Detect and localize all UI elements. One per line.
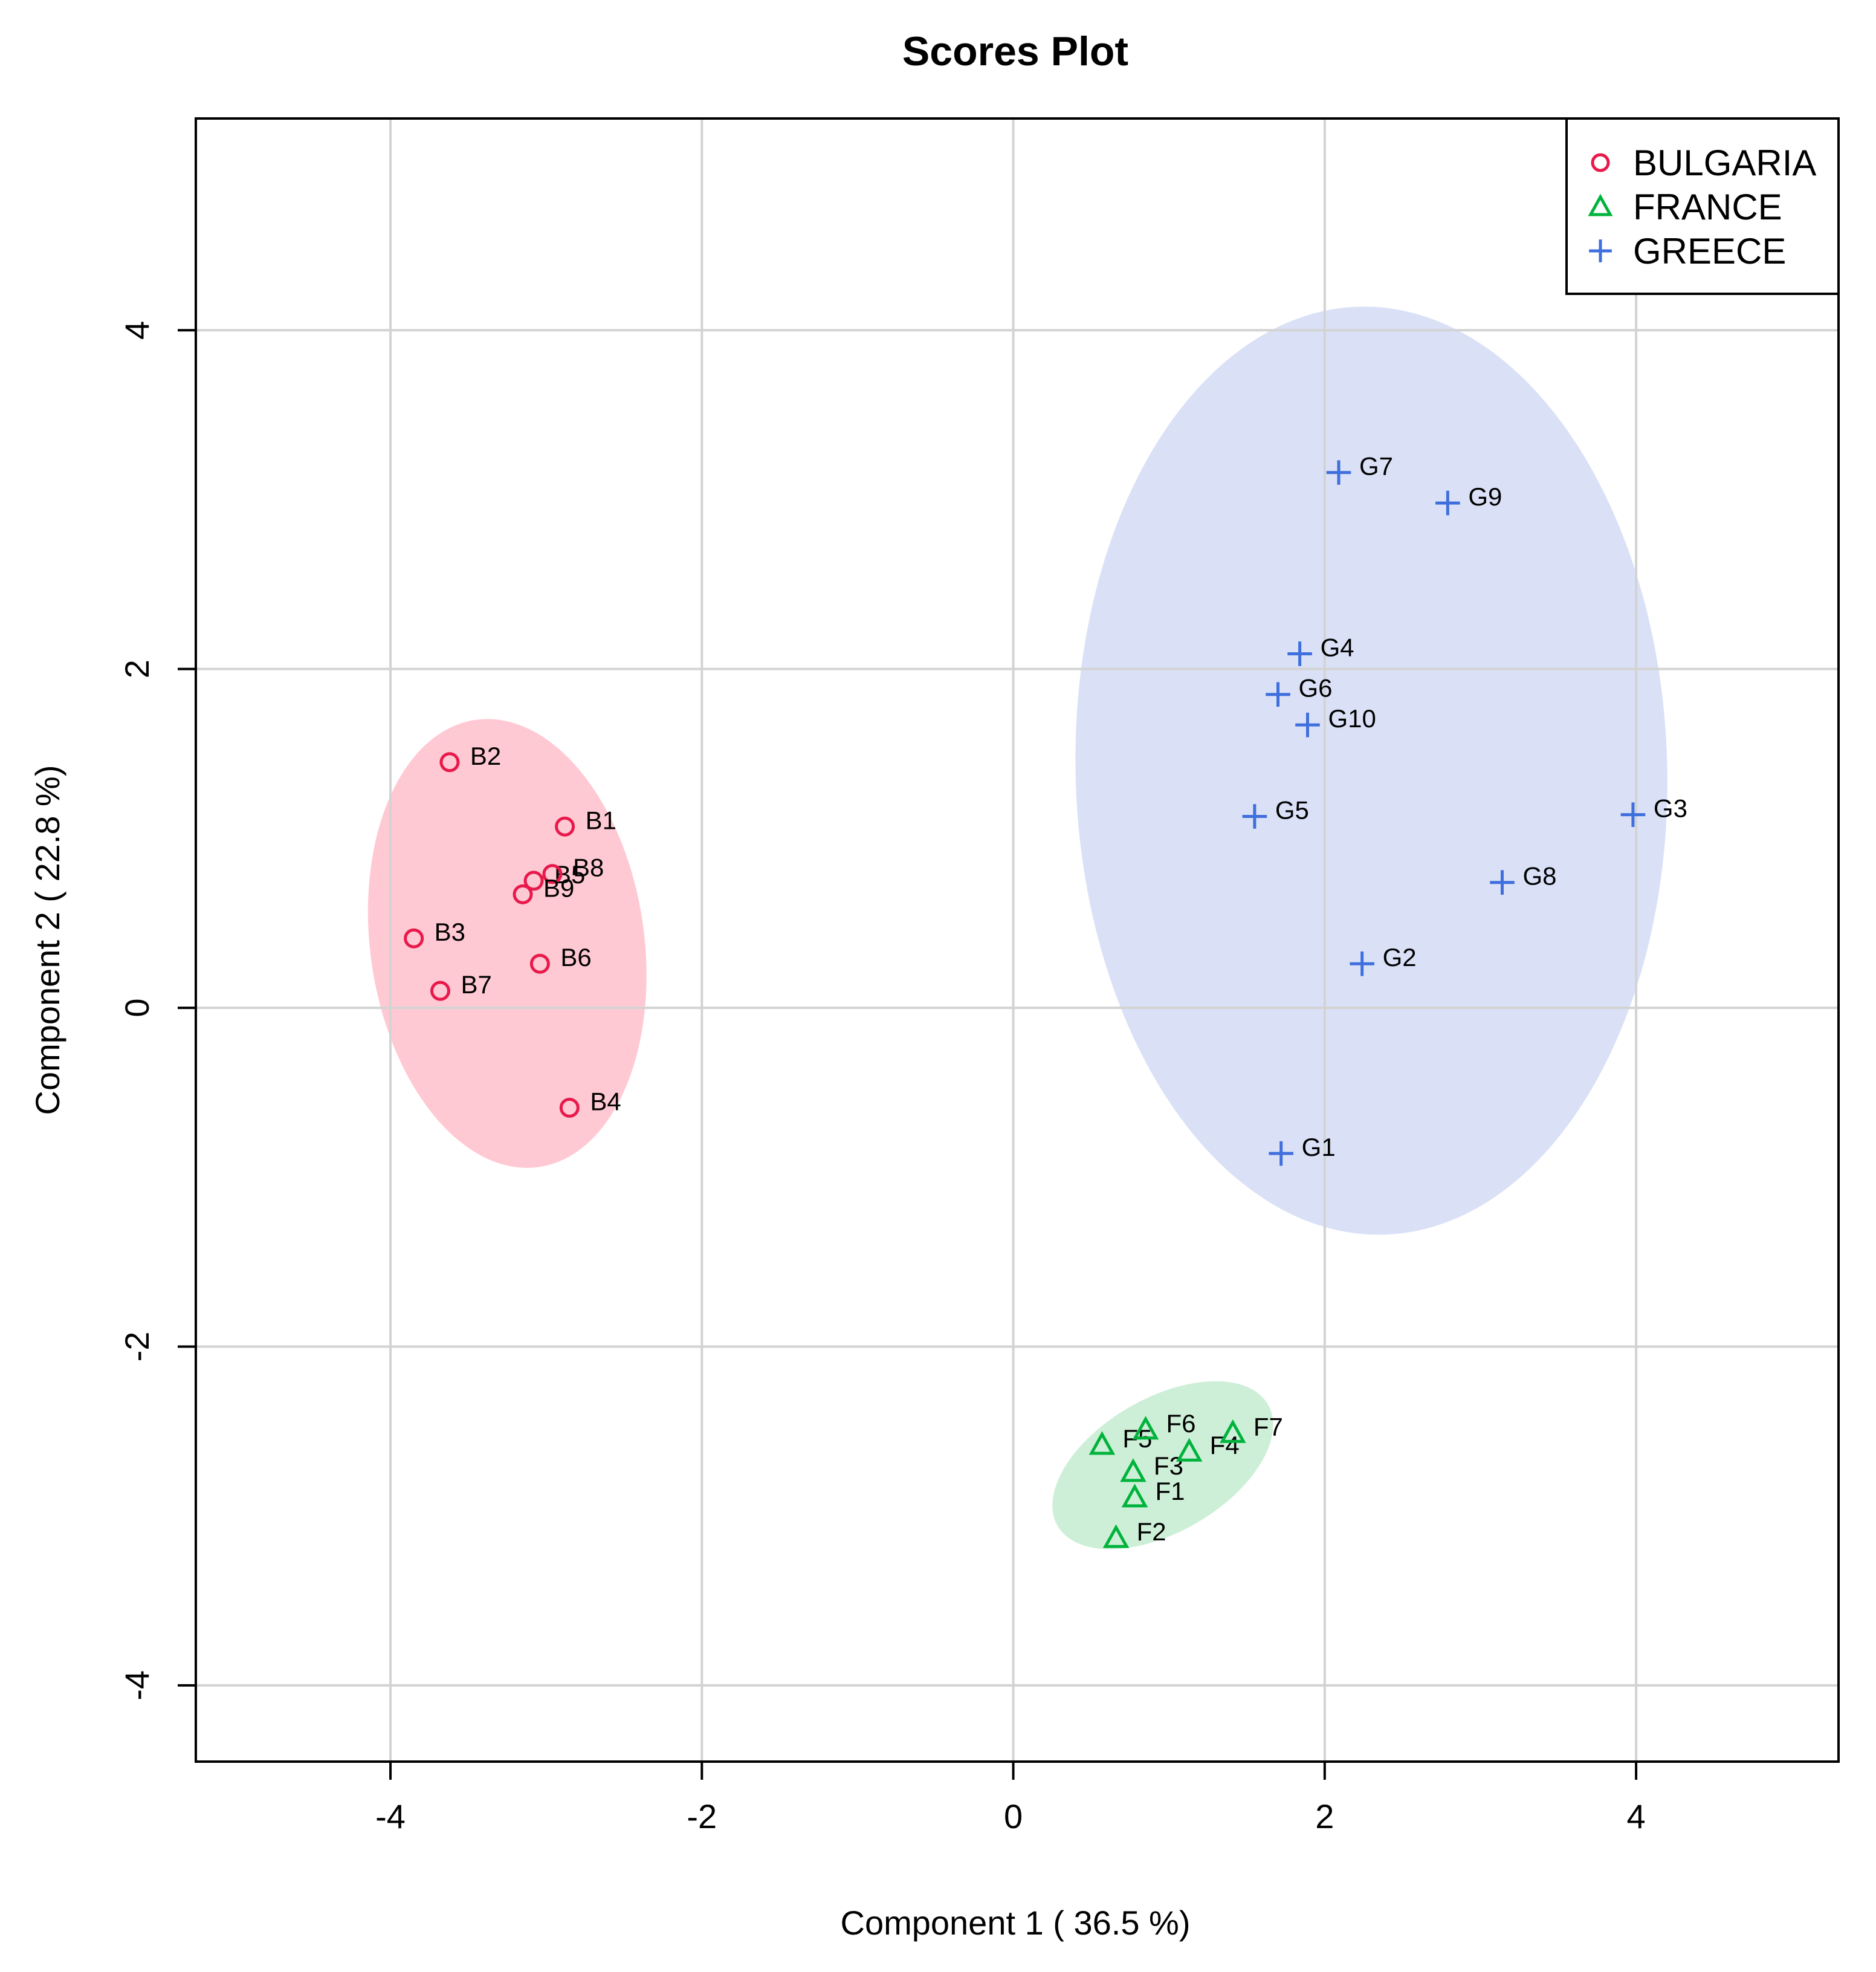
point-label-b6: B6 [560,943,591,971]
point-label-f7: F7 [1253,1412,1283,1441]
legend-marker-greece [1589,239,1612,262]
legend-marker-france [1588,193,1613,216]
y-axis: -4 -2 0 2 4 [118,321,196,1701]
point-label-g9: G9 [1468,482,1502,511]
point-f7 [1220,1419,1246,1443]
legend-label-greece: GREECE [1633,231,1786,271]
ellipse-france [1052,1381,1273,1549]
point-label-b1: B1 [586,806,616,834]
point-f5 [1088,1431,1116,1455]
point-f6 [1132,1416,1159,1440]
point-g5 [1242,804,1267,829]
point-g1 [1269,1141,1293,1166]
point-label-b2: B2 [470,742,501,770]
x-axis: -4 -2 0 2 4 [375,1762,1646,1835]
y-tick-label--4: -4 [118,1670,156,1701]
point-label-f2: F2 [1137,1517,1166,1546]
point-b5 [523,871,544,891]
legend-marker-bulgaria [1591,153,1610,172]
point-f2 [1102,1524,1130,1548]
point-g10 [1295,712,1320,738]
point-label-b9: B9 [543,874,574,902]
ellipses-layer [367,307,1667,1549]
x-axis-title: Component 1 ( 36.5 %) [841,1904,1191,1942]
x-tick-label-0: 0 [1004,1797,1023,1835]
point-label-f6: F6 [1166,1409,1196,1438]
point-b9 [513,884,533,904]
point-f4 [1176,1438,1203,1462]
y-axis-title: Component 2 ( 22.8 %) [28,765,66,1115]
point-label-g1: G1 [1302,1133,1336,1161]
point-label-g5: G5 [1275,796,1309,824]
ellipse-greece [1075,307,1667,1235]
legend-label-france: FRANCE [1633,187,1782,227]
point-b3 [404,928,424,949]
x-tick-label-2: 2 [1315,1797,1334,1835]
point-label-g8: G8 [1523,862,1557,890]
point-label-g10: G10 [1328,704,1376,733]
point-g6 [1266,682,1290,707]
x-tick-label-4: 4 [1627,1797,1646,1835]
point-b2 [439,752,460,773]
point-label-f3: F3 [1154,1451,1183,1480]
point-b4 [559,1097,580,1118]
x-tick-label--4: -4 [375,1797,406,1835]
plot-frame [195,117,1840,1763]
point-label-f1: F1 [1156,1477,1185,1505]
point-label-b7: B7 [461,970,491,999]
point-label-g3: G3 [1654,794,1687,823]
chart-title: Scores Plot [902,28,1128,74]
y-tick-label-4: 4 [118,321,156,340]
point-label-g2: G2 [1383,943,1417,971]
point-f3 [1120,1458,1147,1482]
ellipse-bulgaria [367,719,647,1168]
point-label-b4: B4 [590,1087,621,1115]
point-b1 [555,816,575,837]
point-label-b8: B8 [573,854,604,882]
point-label-g4: G4 [1321,633,1354,661]
point-label-g7: G7 [1359,452,1393,481]
point-label-g6: G6 [1299,674,1333,702]
point-b8 [542,864,563,884]
point-label-b3: B3 [435,918,465,946]
point-g4 [1287,641,1312,666]
point-b6 [529,953,550,974]
y-tick-label-2: 2 [118,660,156,678]
legend-box [1565,117,1840,295]
point-f1 [1121,1484,1148,1508]
point-b7 [430,981,450,1001]
point-g3 [1620,802,1646,827]
grid-layer [196,118,1839,1762]
y-tick-label--2: -2 [118,1332,156,1362]
point-g9 [1435,490,1460,516]
x-tick-label--2: -2 [687,1797,717,1835]
point-g8 [1490,870,1515,895]
legend-label-bulgaria: BULGARIA [1633,143,1816,183]
y-tick-label-0: 0 [118,999,156,1017]
point-g2 [1350,951,1374,976]
point-g7 [1326,460,1351,485]
